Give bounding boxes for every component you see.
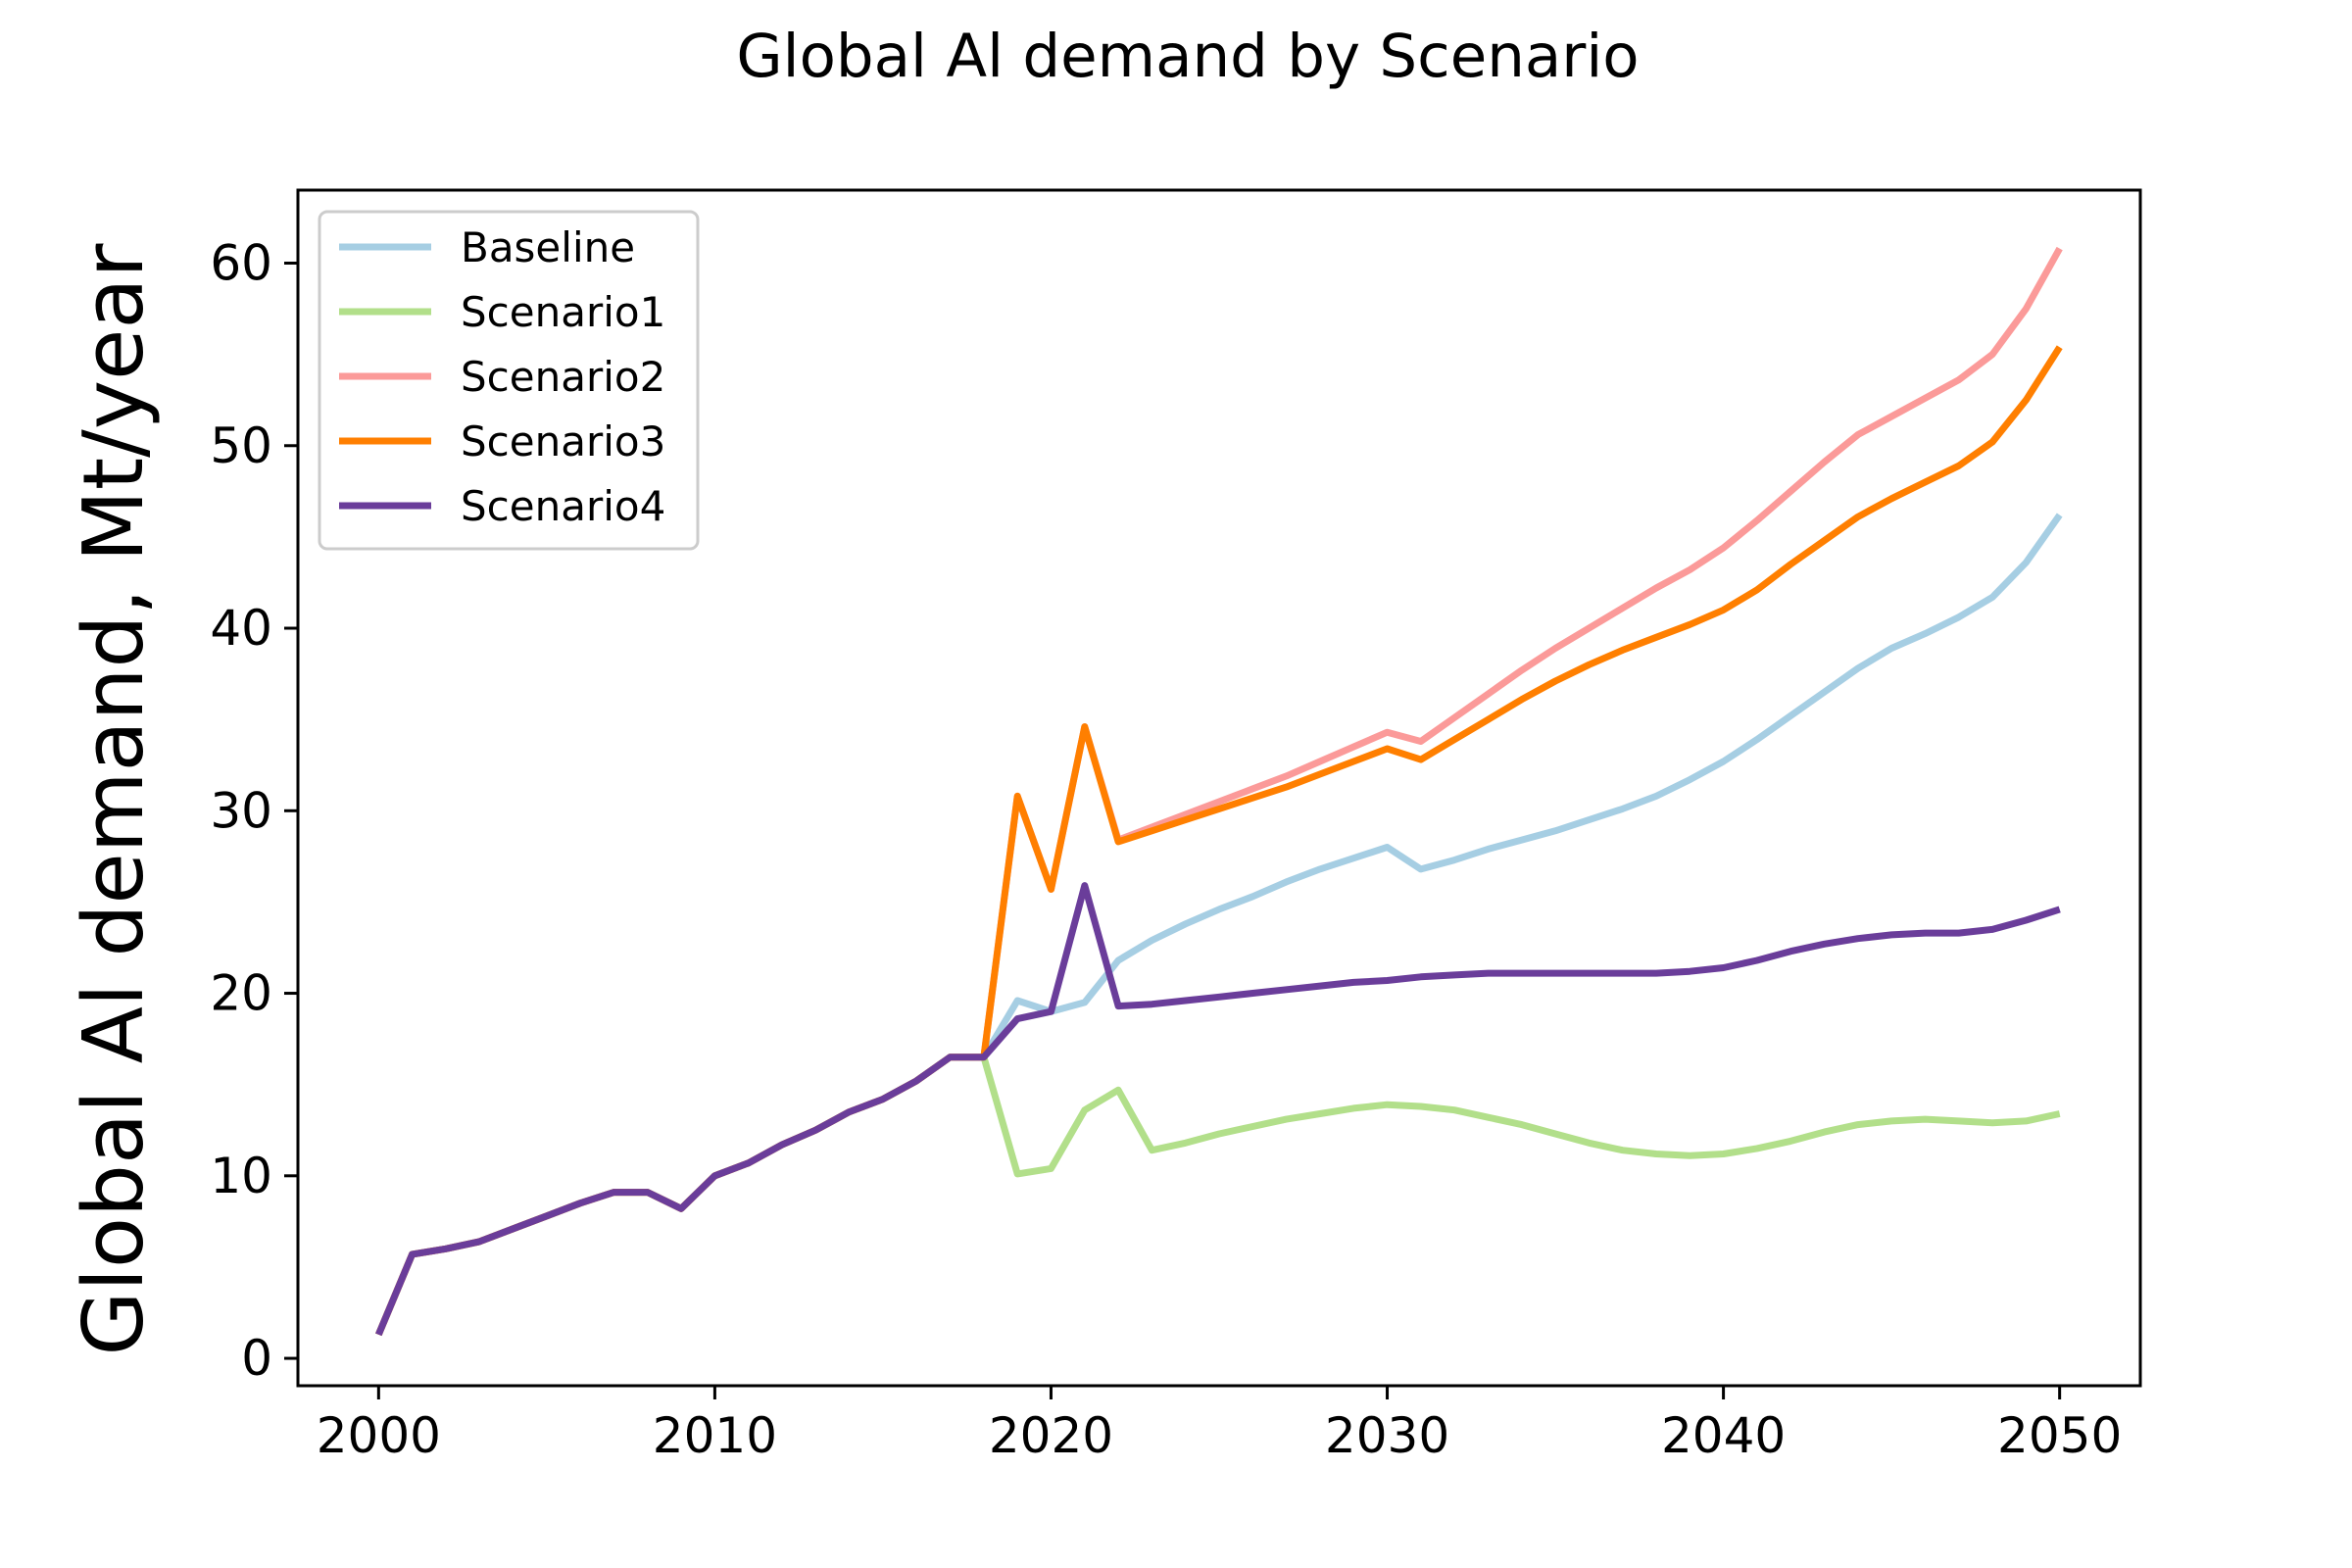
y-tick-label: 30 <box>210 782 272 839</box>
x-tick-label: 2010 <box>653 1407 777 1464</box>
y-tick-label: 0 <box>241 1330 272 1387</box>
x-tick-label: 2040 <box>1661 1407 1786 1464</box>
y-tick-label: 50 <box>210 417 272 474</box>
legend-label-scenario4: Scenario4 <box>461 482 665 530</box>
series-line-scenario1 <box>375 1054 2061 1337</box>
legend-label-scenario2: Scenario2 <box>461 353 665 401</box>
plot-lines <box>375 246 2063 1337</box>
chart-title: Global Al demand by Scenario <box>736 22 1639 91</box>
plot-frame <box>296 188 2142 1388</box>
series-line-baseline <box>375 513 2063 1337</box>
x-tick-label: 2030 <box>1325 1407 1449 1464</box>
y-axis-label: Global Al demand, Mt/year <box>66 244 163 1356</box>
x-tick-label: 2050 <box>1997 1407 2122 1464</box>
legend-label-baseline: Baseline <box>461 223 635 271</box>
legend-label-scenario1: Scenario1 <box>461 288 665 336</box>
legend-entries: Baseline Scenario1 Scenario2 Scenario3 Scena… <box>339 223 665 530</box>
legend-label-scenario3: Scenario3 <box>461 417 665 466</box>
y-tick-label: 10 <box>210 1148 272 1204</box>
y-axis: 0 10 20 30 40 50 60 <box>210 235 298 1387</box>
x-tick-label: 2020 <box>989 1407 1113 1464</box>
y-tick-label: 60 <box>210 235 272 292</box>
legend-frame <box>318 210 700 551</box>
y-tick-label: 40 <box>210 600 272 657</box>
series-line-scenario4 <box>375 882 2061 1337</box>
legend: Baseline Scenario1 Scenario2 Scenario3 Scena… <box>318 210 700 551</box>
x-axis: 2000 2010 2020 2030 2040 2050 <box>317 1386 2122 1464</box>
y-tick-label: 20 <box>210 965 272 1022</box>
x-tick-label: 2000 <box>317 1407 441 1464</box>
